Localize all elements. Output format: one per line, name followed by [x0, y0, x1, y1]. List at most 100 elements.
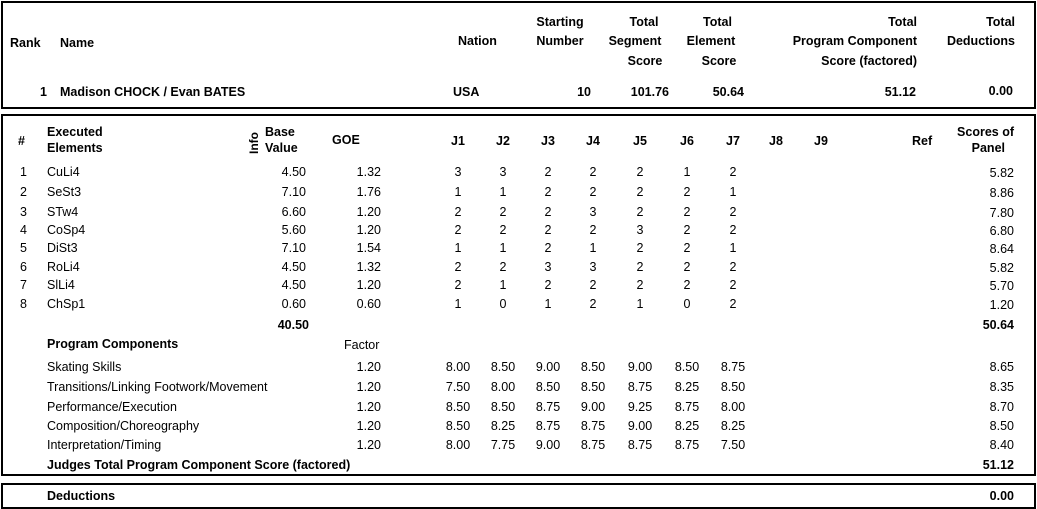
element-goe: 1.20 — [356, 205, 381, 219]
element-judge-score: 2 — [454, 260, 462, 274]
element-panel-score: 5.82 — [989, 166, 1014, 180]
element-goe: 1.76 — [356, 185, 381, 199]
skater-total-deductions: 0.00 — [988, 84, 1013, 98]
element-name: CoSp4 — [47, 223, 86, 237]
element-judge-score: 2 — [544, 241, 552, 255]
element-base-value: 6.60 — [281, 205, 306, 219]
element-number: 5 — [20, 241, 27, 255]
element-panel-score: 5.82 — [989, 261, 1014, 275]
element-judge-score: 2 — [729, 223, 737, 237]
element-judge-score: 2 — [729, 278, 737, 292]
judge-header-2: J2 — [496, 134, 510, 148]
element-judge-score: 2 — [683, 223, 691, 237]
component-judge-score: 8.25 — [674, 419, 700, 433]
components-total-label: Judges Total Program Component Score (fa… — [47, 458, 351, 472]
rank-header: Rank — [10, 36, 41, 50]
component-judge-score: 8.75 — [627, 438, 653, 452]
element-number: 2 — [20, 185, 27, 199]
component-judge-score: 9.25 — [627, 400, 653, 414]
element-judge-score: 2 — [729, 205, 737, 219]
element-judge-score: 2 — [683, 278, 691, 292]
element-judge-score: 2 — [454, 223, 462, 237]
element-goe: 1.32 — [356, 260, 381, 274]
component-panel-score: 8.70 — [989, 400, 1014, 414]
element-judge-score: 1 — [499, 278, 507, 292]
component-judge-score: 9.00 — [627, 419, 653, 433]
component-judge-score: 8.50 — [674, 360, 700, 374]
component-judge-score: 8.75 — [674, 400, 700, 414]
name-header: Name — [60, 36, 95, 50]
component-factor: 1.20 — [356, 438, 381, 452]
element-judge-score: 2 — [589, 223, 597, 237]
element-panel-score: 6.80 — [989, 224, 1014, 238]
component-judge-score: 8.50 — [445, 419, 471, 433]
component-judge-score: 7.75 — [490, 438, 516, 452]
component-judge-score: 8.00 — [445, 360, 471, 374]
elem-executed-header-1: Executed — [47, 125, 103, 139]
element-judge-score: 3 — [499, 165, 507, 179]
element-judge-score: 3 — [589, 205, 597, 219]
judge-header-8: J8 — [769, 134, 783, 148]
component-panel-score: 8.50 — [989, 419, 1014, 433]
ded-header-2: Deductions — [946, 34, 1015, 48]
element-judge-score: 1 — [683, 165, 691, 179]
element-panel-score: 5.70 — [989, 279, 1014, 293]
component-judge-score: 8.50 — [445, 400, 471, 414]
component-judge-score: 9.00 — [535, 360, 561, 374]
component-panel-score: 8.35 — [989, 380, 1014, 394]
scores-box — [1, 114, 1036, 476]
judge-header-6: J6 — [680, 134, 694, 148]
element-judge-score: 2 — [544, 185, 552, 199]
component-factor: 1.20 — [356, 419, 381, 433]
element-judge-score: 2 — [499, 260, 507, 274]
element-judge-score: 2 — [589, 278, 597, 292]
component-factor: 1.20 — [356, 380, 381, 394]
element-base-value: 4.50 — [281, 260, 306, 274]
component-factor: 1.20 — [356, 360, 381, 374]
element-goe: 1.20 — [356, 223, 381, 237]
judge-header-1: J1 — [451, 134, 465, 148]
component-judge-score: 8.50 — [490, 400, 516, 414]
element-base-value: 4.50 — [281, 165, 306, 179]
element-number: 8 — [20, 297, 27, 311]
tes-header-2: Element — [686, 34, 736, 48]
pcs-header-1: Total — [888, 15, 917, 29]
element-judge-score: 1 — [544, 297, 552, 311]
element-judge-score: 2 — [636, 205, 644, 219]
element-judge-score: 1 — [729, 241, 737, 255]
elements-total-base: 40.50 — [277, 318, 309, 332]
component-name: Performance/Execution — [47, 400, 177, 414]
element-number: 7 — [20, 278, 27, 292]
component-judge-score: 8.75 — [535, 419, 561, 433]
judge-header-5: J5 — [633, 134, 647, 148]
element-judge-score: 2 — [729, 260, 737, 274]
element-judge-score: 2 — [589, 297, 597, 311]
element-judge-score: 2 — [636, 260, 644, 274]
element-goe: 1.32 — [356, 165, 381, 179]
component-judge-score: 9.00 — [580, 400, 606, 414]
element-number: 4 — [20, 223, 27, 237]
component-judge-score: 8.50 — [535, 380, 561, 394]
component-judge-score: 8.75 — [535, 400, 561, 414]
element-judge-score: 1 — [499, 185, 507, 199]
element-judge-score: 1 — [636, 297, 644, 311]
judge-header-4: J4 — [586, 134, 600, 148]
component-judge-score: 8.00 — [720, 400, 746, 414]
element-judge-score: 2 — [544, 165, 552, 179]
element-base-value: 4.50 — [281, 278, 306, 292]
pcs-header-3: Score (factored) — [821, 54, 917, 68]
element-judge-score: 1 — [589, 241, 597, 255]
component-name: Transitions/Linking Footwork/Movement — [47, 380, 268, 394]
element-name: STw4 — [47, 205, 79, 219]
element-judge-score: 0 — [683, 297, 691, 311]
starting-header-2: Number — [536, 34, 584, 48]
element-judge-score: 2 — [683, 241, 691, 255]
skater-nation: USA — [453, 85, 480, 99]
element-goe: 1.54 — [356, 241, 381, 255]
element-name: CuLi4 — [47, 165, 80, 179]
deductions-label: Deductions — [47, 489, 116, 503]
component-judge-score: 7.50 — [720, 438, 746, 452]
element-name: SeSt3 — [47, 185, 82, 199]
element-judge-score: 2 — [544, 278, 552, 292]
skater-rank: 1 — [40, 85, 47, 99]
